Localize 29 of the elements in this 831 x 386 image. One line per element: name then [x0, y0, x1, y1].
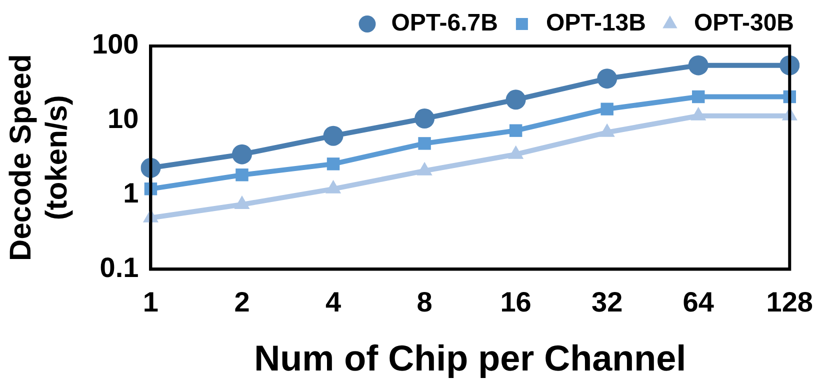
- x-tick-label: 8: [416, 286, 432, 318]
- point: [692, 90, 705, 104]
- x-tick-label: 16: [500, 286, 532, 318]
- legend-label: OPT-30B: [694, 10, 794, 37]
- x-tick-label: 2: [234, 286, 250, 318]
- point: [232, 144, 252, 164]
- x-tick-label: 32: [592, 286, 623, 318]
- x-tick-label: 4: [325, 286, 342, 318]
- point: [326, 158, 340, 170]
- point: [236, 168, 248, 182]
- x-axis-title: Num of Chip per Channel: [254, 337, 686, 378]
- y-tick-label: 1: [123, 178, 139, 209]
- y-tick-label: 0.1: [100, 252, 139, 283]
- y-axis-title: Decode Speed (token/s): [4, 54, 74, 261]
- point: [688, 55, 708, 76]
- legend-label: OPT-13B: [546, 10, 646, 37]
- x-tick-label: 128: [766, 286, 813, 318]
- x-tick-label: 1: [142, 286, 159, 318]
- legend-label: OPT-6.7B: [391, 10, 498, 37]
- y-tick-label: 10: [108, 103, 139, 134]
- point: [323, 126, 344, 146]
- point: [418, 137, 431, 150]
- x-tick-label: 64: [682, 286, 714, 318]
- y-tick-label: 100: [92, 28, 139, 60]
- point: [600, 102, 614, 116]
- point: [414, 108, 435, 129]
- point: [506, 90, 526, 110]
- point: [509, 124, 522, 137]
- point: [597, 68, 618, 89]
